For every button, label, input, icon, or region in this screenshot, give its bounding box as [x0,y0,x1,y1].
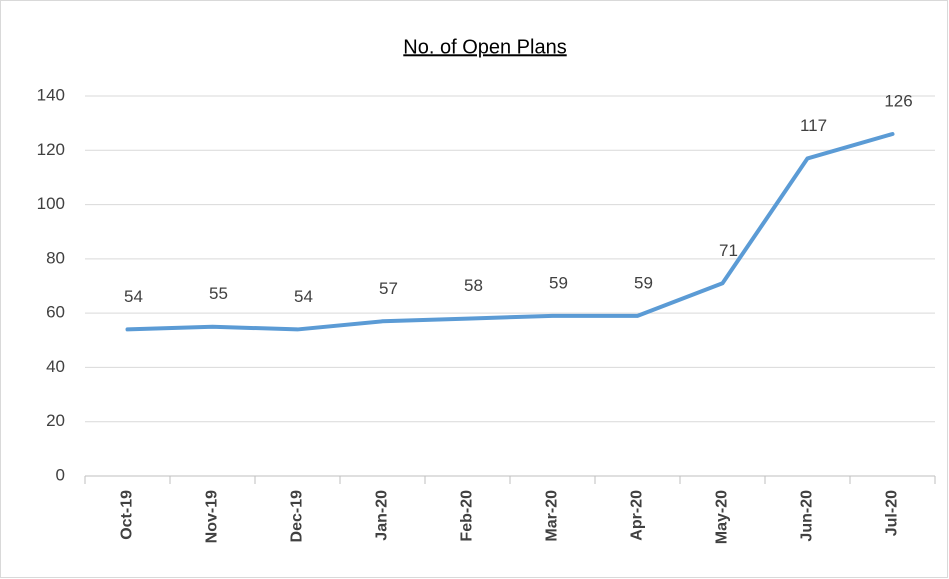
data-label: 117 [800,116,827,135]
y-tick-label: 20 [46,411,65,430]
data-line [125,132,895,332]
y-tick-label: 0 [56,465,65,484]
data-label: 55 [209,284,228,303]
data-label: 59 [549,273,568,292]
data-label: 59 [634,273,653,292]
data-label: 54 [294,287,313,306]
x-tick-label: Oct-19 [119,490,136,540]
x-tick-label: Nov-19 [204,490,221,543]
chart-title: No. of Open Plans [403,36,566,58]
data-label: 57 [379,279,398,298]
y-tick-label: 80 [46,248,65,267]
data-label: 58 [464,276,483,295]
y-tick-label: 140 [37,85,65,104]
x-tick-label: May-20 [714,490,731,544]
x-tick-label: Feb-20 [459,490,476,542]
data-label: 71 [719,241,738,260]
y-tick-label: 60 [46,303,65,322]
data-label: 54 [124,287,143,306]
y-tick-label: 100 [37,194,65,213]
y-tick-label: 120 [37,140,65,159]
x-tick-label: Mar-20 [544,490,561,542]
data-label: 126 [884,91,912,110]
x-tick-label: Dec-19 [289,490,306,543]
x-tick-label: Jul-20 [884,490,901,536]
x-tick-label: Jan-20 [374,490,391,541]
x-tick-label: Apr-20 [629,490,646,541]
y-tick-label: 40 [46,357,65,376]
x-tick-label: Jun-20 [799,490,816,542]
